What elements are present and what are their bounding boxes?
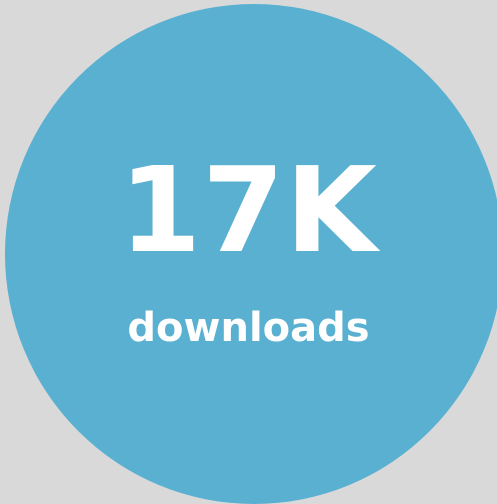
stat-badge-circle bbox=[5, 4, 497, 504]
download-count: 17K bbox=[119, 141, 378, 279]
download-label: downloads bbox=[127, 305, 370, 351]
